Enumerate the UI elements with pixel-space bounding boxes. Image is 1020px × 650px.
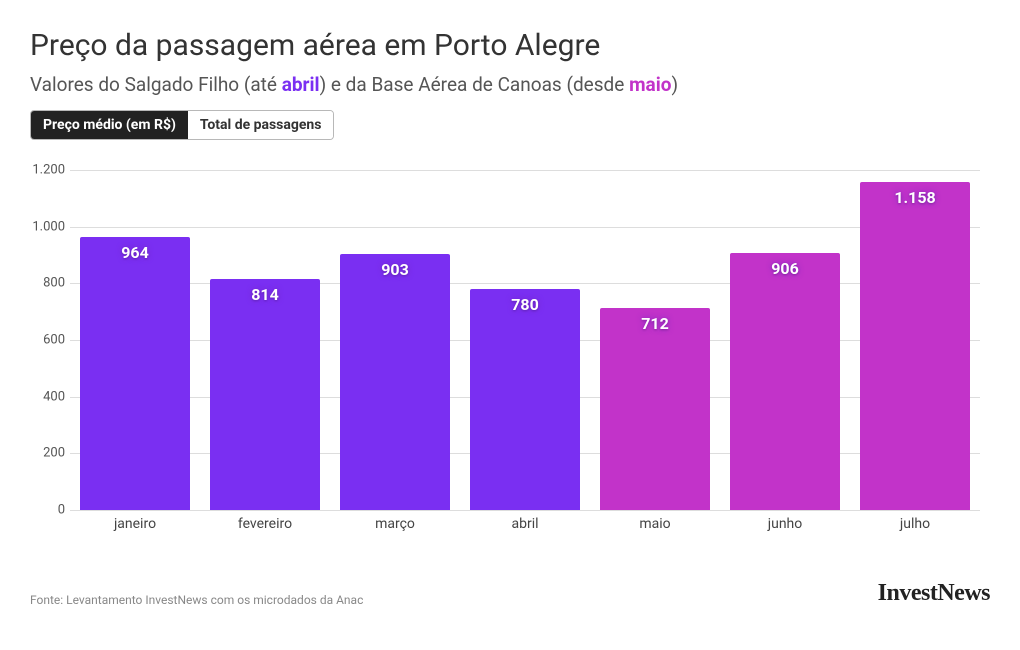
bar-slot: 906	[720, 170, 850, 510]
chart-subtitle: Valores do Salgado Filho (até abril) e d…	[30, 73, 990, 96]
bar-value-label: 906	[730, 259, 839, 278]
brand-logo: InvestNews	[878, 580, 990, 607]
bar-slot: 780	[460, 170, 590, 510]
y-tick-label: 400	[25, 389, 65, 404]
x-tick-label: julho	[850, 510, 980, 540]
metric-tabs: Preço médio (em R$) Total de passagens	[30, 110, 334, 140]
bar-maio: 712	[600, 308, 709, 510]
subtitle-text: Valores do Salgado Filho (até	[30, 73, 282, 96]
y-tick-label: 1.000	[25, 219, 65, 234]
y-tick-label: 600	[25, 333, 65, 348]
bar-value-label: 780	[470, 295, 579, 314]
bar-value-label: 814	[210, 285, 319, 304]
bar-slot: 964	[70, 170, 200, 510]
subtitle-highlight-abril: abril	[282, 73, 320, 96]
bar-fevereiro: 814	[210, 279, 319, 510]
bar-março: 903	[340, 254, 449, 510]
source-text: Fonte: Levantamento InvestNews com os mi…	[30, 593, 363, 607]
x-tick-label: janeiro	[70, 510, 200, 540]
tab-total-passagens[interactable]: Total de passagens	[188, 111, 334, 139]
bar-value-label: 964	[80, 243, 189, 262]
subtitle-highlight-maio: maio	[629, 73, 671, 96]
y-tick-label: 800	[25, 276, 65, 291]
bar-julho: 1.158	[860, 182, 969, 510]
bar-chart: 02004006008001.0001.20096481490378071290…	[70, 170, 980, 540]
x-tick-label: março	[330, 510, 460, 540]
x-tick-label: junho	[720, 510, 850, 540]
bar-slot: 1.158	[850, 170, 980, 510]
y-tick-label: 200	[25, 446, 65, 461]
subtitle-text: )	[671, 73, 678, 96]
bar-janeiro: 964	[80, 237, 189, 510]
chart-title: Preço da passagem aérea em Porto Alegre	[30, 28, 990, 63]
x-tick-label: abril	[460, 510, 590, 540]
x-tick-label: fevereiro	[200, 510, 330, 540]
bar-value-label: 1.158	[860, 188, 969, 207]
bar-abril: 780	[470, 289, 579, 510]
bar-junho: 906	[730, 253, 839, 510]
y-tick-label: 1.200	[25, 163, 65, 178]
bar-slot: 903	[330, 170, 460, 510]
subtitle-text: ) e da Base Aérea de Canoas (desde	[320, 73, 630, 96]
bar-slot: 712	[590, 170, 720, 510]
x-tick-label: maio	[590, 510, 720, 540]
y-tick-label: 0	[25, 503, 65, 518]
tab-preco-medio[interactable]: Preço médio (em R$)	[31, 111, 188, 139]
bar-slot: 814	[200, 170, 330, 510]
bar-value-label: 903	[340, 260, 449, 279]
bar-value-label: 712	[600, 314, 709, 333]
